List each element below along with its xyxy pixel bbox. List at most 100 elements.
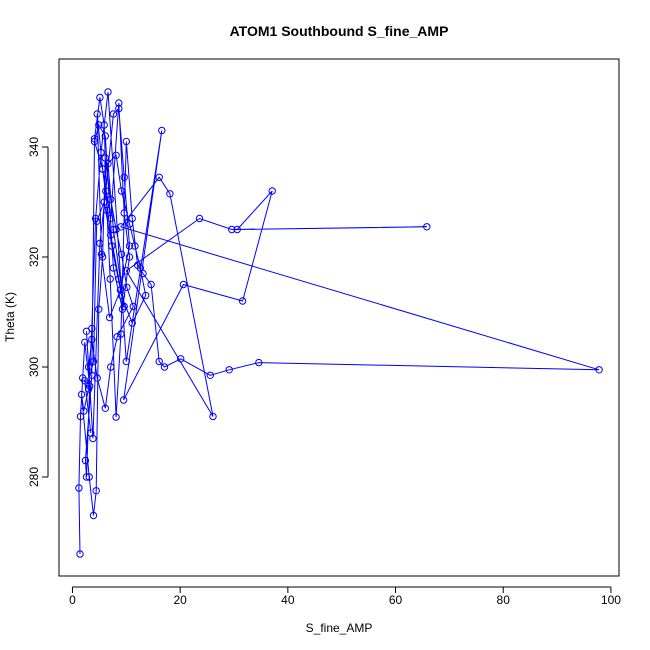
- y-tick-label: 340: [27, 137, 41, 157]
- data-point: [96, 93, 104, 102]
- data-point: [75, 484, 83, 492]
- data-point: [177, 355, 185, 363]
- y-tick-label: 300: [27, 357, 41, 377]
- data-point: [90, 135, 99, 143]
- data-point: [131, 242, 139, 250]
- data-point: [113, 333, 121, 341]
- data-point: [155, 173, 163, 182]
- series-layer: [75, 88, 603, 558]
- data-point: [107, 214, 115, 223]
- data-point: [84, 385, 93, 393]
- data-point: [158, 126, 166, 135]
- data-point: [109, 110, 118, 118]
- x-tick-label: 0: [69, 593, 76, 607]
- data-point: [104, 159, 112, 168]
- data-point: [160, 363, 169, 371]
- data-point: [125, 220, 134, 228]
- data-point: [107, 363, 115, 371]
- data-point: [122, 137, 131, 146]
- data-point: [88, 335, 96, 344]
- data-point: [80, 407, 88, 415]
- data-point: [109, 225, 118, 234]
- data-point: [95, 305, 103, 313]
- data-point: [117, 187, 126, 195]
- data-point: [103, 206, 111, 215]
- data-point: [90, 137, 99, 146]
- data-point: [102, 187, 110, 195]
- data-point: [206, 371, 215, 379]
- data-point: [100, 121, 108, 129]
- x-axis: 0 20 40 60 80 100: [69, 586, 621, 607]
- data-point: [123, 283, 131, 291]
- data-point: [92, 487, 100, 495]
- data-point: [255, 358, 263, 367]
- x-axis-label: S_fine_AMP: [306, 621, 373, 635]
- data-point: [116, 286, 125, 294]
- data-point: [107, 195, 115, 204]
- data-point: [166, 190, 174, 198]
- data-point: [100, 198, 108, 206]
- data-point: [128, 319, 136, 327]
- data-point: [77, 390, 86, 399]
- data-point: [115, 275, 123, 283]
- data-point: [142, 291, 150, 300]
- y-axis-label: Theta (K): [3, 292, 17, 342]
- data-point: [87, 429, 95, 437]
- data-point: [117, 291, 126, 300]
- data-point: [112, 151, 120, 160]
- y-axis: 280 300 320 340: [27, 137, 49, 487]
- data-point: [109, 264, 118, 272]
- data-point: [97, 148, 105, 157]
- data-point: [423, 223, 431, 231]
- data-point: [104, 88, 112, 96]
- chart-title: ATOM1 Southbound S_fine_AMP: [230, 23, 449, 39]
- data-point: [122, 357, 131, 366]
- data-point: [238, 297, 247, 305]
- data-point: [155, 357, 163, 366]
- data-point: [82, 473, 91, 481]
- x-tick-label: 100: [601, 593, 621, 607]
- data-point: [89, 357, 98, 366]
- data-point: [120, 173, 128, 182]
- data-point: [125, 253, 134, 261]
- data-point: [120, 302, 128, 311]
- data-point: [93, 110, 101, 118]
- data-point: [119, 396, 128, 404]
- data-point: [147, 280, 155, 289]
- data-point: [125, 242, 134, 250]
- data-point: [122, 267, 131, 275]
- data-point: [95, 121, 103, 129]
- data-point: [93, 374, 101, 382]
- data-point: [96, 239, 104, 248]
- series-line: [78, 91, 600, 555]
- x-tick-label: 20: [173, 593, 187, 607]
- data-point: [81, 456, 90, 465]
- data-point: [129, 302, 138, 311]
- data-point: [84, 363, 93, 371]
- data-point: [179, 280, 188, 289]
- x-tick-label: 40: [281, 593, 295, 607]
- data-point: [209, 412, 217, 421]
- data-point: [268, 187, 276, 195]
- data-point: [101, 132, 110, 140]
- data-point: [98, 165, 107, 173]
- data-point: [195, 214, 204, 223]
- data-point: [105, 313, 114, 322]
- data-point: [81, 338, 89, 346]
- data-point: [136, 264, 145, 272]
- y-tick-label: 320: [27, 247, 41, 267]
- data-point: [89, 511, 98, 520]
- plot-frame: [58, 58, 620, 577]
- data-point: [595, 366, 603, 374]
- data-point: [85, 473, 93, 481]
- data-point: [112, 225, 120, 234]
- data-point: [115, 99, 123, 107]
- data-point: [82, 327, 91, 335]
- data-point: [76, 550, 84, 558]
- data-point: [117, 250, 126, 259]
- data-point: [76, 412, 85, 421]
- x-tick-label: 80: [497, 593, 511, 607]
- data-point: [97, 250, 106, 259]
- x-tick-label: 60: [389, 593, 403, 607]
